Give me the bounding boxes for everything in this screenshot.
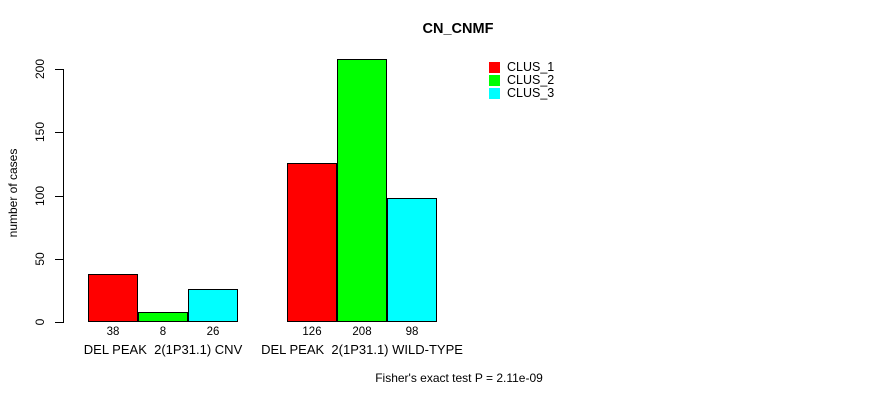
- y-tick-label: 150: [33, 121, 47, 143]
- bar-clus_1-group-1: [287, 163, 337, 322]
- bar-clus_3-group-0: [188, 289, 238, 322]
- legend: CLUS_1 CLUS_2 CLUS_3: [489, 60, 555, 100]
- bar-value-label: 26: [206, 326, 220, 338]
- y-tick: [55, 69, 63, 70]
- y-tick-label: 0: [33, 318, 47, 326]
- bar-clus_1-group-0: [88, 274, 138, 322]
- chart-title: CN_CNMF: [422, 21, 494, 37]
- legend-swatch-clus-3: [489, 88, 500, 99]
- y-tick: [55, 259, 63, 260]
- bar-clus_3-group-1: [387, 198, 437, 322]
- bar-value-label: 8: [159, 326, 167, 338]
- legend-label-clus-1: CLUS_1: [507, 60, 555, 74]
- x-category-label-wild-type: DEL PEAK 2(1P31.1) WILD-TYPE: [261, 342, 463, 357]
- legend-swatch-clus-1: [489, 62, 500, 73]
- legend-label-clus-3: CLUS_3: [507, 86, 555, 100]
- bar-value-label: 208: [352, 326, 372, 338]
- y-tick: [55, 196, 63, 197]
- legend-item-clus-2: CLUS_2: [489, 73, 555, 87]
- y-tick-label: 50: [33, 252, 47, 266]
- legend-swatch-clus-2: [489, 75, 500, 86]
- y-tick: [55, 132, 63, 133]
- y-tick-label: 100: [33, 185, 47, 207]
- bar-value-label: 98: [405, 326, 419, 338]
- y-axis-line: [63, 69, 64, 323]
- y-tick-label: 200: [33, 58, 47, 80]
- legend-item-clus-1: CLUS_1: [489, 60, 555, 74]
- y-tick: [55, 322, 63, 323]
- y-axis-title: number of cases: [6, 148, 20, 238]
- bar-clus_2-group-1: [337, 59, 387, 322]
- legend-label-clus-2: CLUS_2: [507, 73, 555, 87]
- bar-value-label: 38: [106, 326, 120, 338]
- bar-value-label: 126: [302, 326, 322, 338]
- legend-item-clus-3: CLUS_3: [489, 86, 555, 100]
- annotation-text: Fisher's exact test P = 2.11e-09: [375, 371, 543, 385]
- x-category-label-cnv: DEL PEAK 2(1P31.1) CNV: [83, 342, 243, 357]
- bar-clus_2-group-0: [138, 312, 188, 322]
